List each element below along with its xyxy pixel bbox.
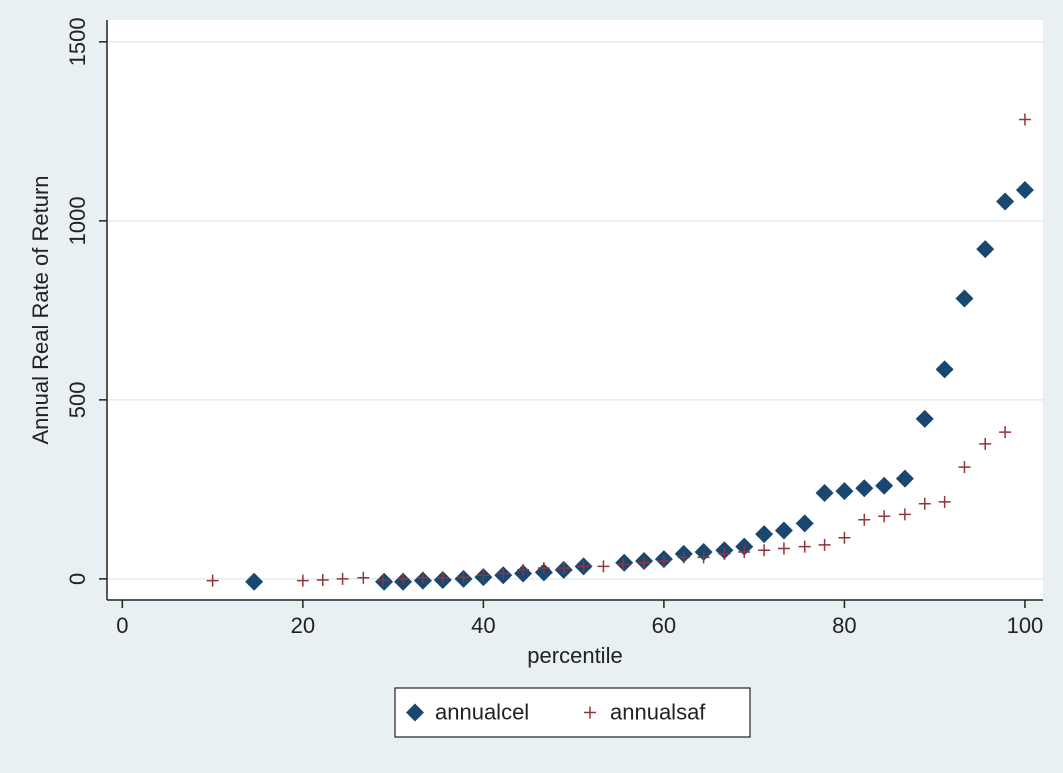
point [457,571,470,584]
x-tick-label: 80 [832,613,856,638]
x-tick-label: 0 [116,613,128,638]
point [738,546,751,559]
point [357,571,370,584]
point [996,192,1015,211]
legend-label: annualsaf [610,699,706,724]
point [858,513,871,526]
x-tick-label: 60 [652,613,676,638]
point [976,240,995,259]
point [436,571,449,584]
point [915,409,934,428]
point [818,538,831,551]
point [875,476,894,495]
point [677,551,690,564]
point [878,510,891,523]
point [377,573,390,586]
legend-label: annualcel [435,699,529,724]
point [697,551,710,564]
point [336,572,349,585]
point [979,437,992,450]
x-tick-label: 40 [471,613,495,638]
point [798,540,811,553]
point [557,562,570,575]
point [935,360,954,379]
point [615,553,634,572]
point [517,563,530,576]
point [638,556,651,569]
point [206,574,219,587]
point [617,558,630,571]
point [895,469,914,488]
point [577,560,590,573]
point [537,562,550,575]
point [718,547,731,560]
y-tick-label: 500 [65,382,90,419]
point [774,521,793,540]
point [815,483,834,502]
point [898,508,911,521]
x-tick-label: 100 [1007,613,1044,638]
point [835,482,854,501]
point [938,495,951,508]
point [795,514,814,533]
point [296,574,309,587]
y-tick-label: 0 [65,573,90,585]
point [955,289,974,308]
point [755,525,774,544]
point [477,569,490,582]
point [657,554,670,567]
point [416,571,429,584]
point [597,560,610,573]
point [316,573,329,586]
point [245,572,264,591]
point [999,426,1012,439]
point [375,572,394,591]
legend-box [394,687,751,738]
point [958,461,971,474]
y-axis-title: Annual Real Rate of Return [28,175,53,444]
point [497,567,510,580]
point [838,531,851,544]
point [758,544,771,557]
point [1018,113,1031,126]
point [918,497,931,510]
x-axis-title: percentile [527,643,622,668]
point [777,542,790,555]
y-tick-label: 1000 [65,196,90,245]
x-tick-label: 20 [291,613,315,638]
point [1015,181,1034,200]
point [855,479,874,498]
legend-marker [406,703,424,722]
plot-area [107,20,1043,600]
y-tick-label: 1500 [65,17,90,66]
legend-marker [584,706,596,719]
point [397,572,410,585]
